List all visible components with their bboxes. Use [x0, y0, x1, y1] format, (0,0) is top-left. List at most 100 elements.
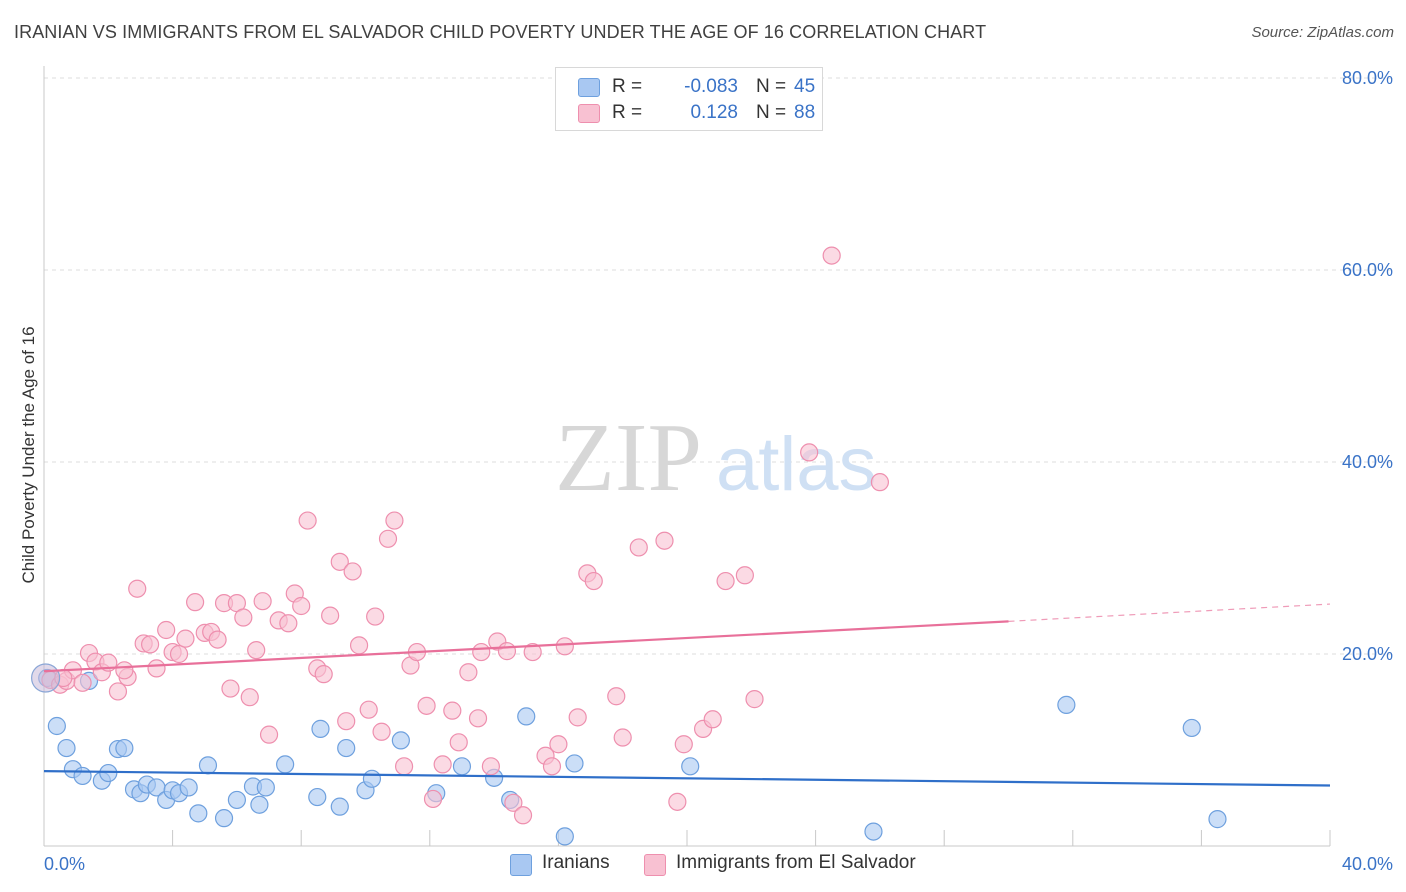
series-el-salvador	[41, 246, 890, 825]
data-point	[337, 712, 356, 731]
data-point	[394, 757, 414, 776]
data-point	[128, 579, 147, 598]
data-point	[292, 596, 311, 616]
legend-label: Iranians	[542, 852, 610, 873]
data-point	[214, 809, 234, 828]
trend-line	[43, 620, 1009, 673]
data-point	[311, 719, 330, 738]
data-point	[115, 661, 134, 680]
data-point	[179, 778, 198, 797]
el-salvador-swatch	[644, 854, 666, 876]
data-point	[433, 755, 452, 774]
data-point	[517, 707, 536, 726]
data-point	[208, 630, 227, 649]
data-point	[468, 709, 488, 728]
data-point	[800, 443, 819, 462]
data-point	[147, 659, 166, 678]
data-point	[140, 635, 160, 654]
data-point	[870, 473, 890, 492]
data-point	[47, 716, 66, 736]
data-point	[549, 735, 568, 754]
data-point	[681, 757, 700, 776]
watermark-zip: ZIP	[555, 404, 702, 512]
data-point	[366, 607, 385, 626]
data-point	[308, 787, 327, 807]
y-tick-label: 40.0%	[1342, 452, 1393, 472]
data-point	[504, 793, 523, 812]
legend-label: Immigrants from El Salvador	[676, 852, 916, 873]
y-axis-label: Child Poverty Under the Age of 16	[19, 326, 38, 583]
chart-title: IRANIAN VS IMMIGRANTS FROM EL SALVADOR C…	[14, 22, 987, 42]
data-point	[452, 757, 472, 776]
data-point	[259, 725, 279, 744]
data-point	[253, 592, 272, 611]
data-point	[247, 641, 266, 660]
correlation-legend: R = -0.083 N = 45 R = 0.128 N = 88	[555, 67, 823, 131]
data-point	[337, 738, 356, 758]
data-point	[186, 593, 205, 612]
iranians-swatch	[510, 854, 532, 876]
data-point	[240, 688, 259, 707]
data-point	[523, 642, 542, 662]
data-point	[497, 642, 517, 661]
data-point	[157, 620, 176, 640]
tick-labels: 20.0% 40.0% 60.0% 80.0% 0.0% 40.0%	[44, 68, 1393, 874]
data-point	[472, 642, 491, 662]
r-value: -0.083	[684, 76, 738, 97]
watermark: ZIP atlas	[555, 404, 877, 512]
r-label: R =	[612, 76, 643, 97]
data-point	[372, 722, 391, 741]
data-point	[198, 756, 218, 775]
x-tick-label: 40.0%	[1342, 854, 1393, 874]
data-point	[115, 738, 134, 758]
x-tick-label: 0.0%	[44, 854, 85, 874]
data-point	[73, 766, 92, 786]
data-point	[1057, 695, 1076, 714]
data-point	[234, 608, 253, 627]
data-point	[221, 679, 240, 698]
data-point	[169, 644, 189, 664]
data-point	[481, 757, 500, 776]
data-point	[385, 511, 404, 530]
iranians-swatch	[578, 78, 600, 97]
data-point	[349, 636, 369, 655]
data-point	[555, 827, 574, 846]
data-point	[607, 687, 626, 706]
data-point	[321, 606, 340, 625]
data-point	[298, 511, 317, 530]
data-point	[864, 822, 883, 841]
data-point	[276, 755, 295, 774]
data-point	[613, 728, 632, 747]
data-point	[73, 673, 92, 692]
data-point	[716, 571, 735, 591]
data-point	[584, 571, 603, 591]
y-tick-label: 60.0%	[1342, 260, 1393, 280]
data-point	[378, 529, 398, 548]
data-point	[108, 682, 128, 701]
data-point	[417, 696, 436, 715]
trend-line	[43, 770, 1331, 787]
trend-line-extension	[1008, 603, 1331, 622]
n-value: 88	[794, 102, 816, 123]
data-point	[314, 665, 333, 684]
data-point	[542, 757, 562, 776]
data-point	[735, 566, 754, 585]
data-point	[227, 790, 246, 810]
n-label: N =	[756, 102, 787, 123]
series-iranians	[38, 668, 1227, 846]
data-point	[279, 614, 298, 633]
y-tick-label: 20.0%	[1342, 644, 1393, 664]
data-point	[189, 804, 208, 823]
data-point	[359, 700, 378, 719]
el-salvador-swatch	[578, 104, 600, 123]
trend-lines	[43, 603, 1331, 787]
data-point	[655, 531, 674, 550]
data-point	[256, 778, 275, 797]
data-point	[513, 806, 533, 825]
data-point	[568, 708, 587, 727]
data-point	[391, 731, 410, 750]
data-point	[176, 629, 195, 648]
data-point	[443, 701, 462, 720]
data-point	[99, 763, 118, 783]
